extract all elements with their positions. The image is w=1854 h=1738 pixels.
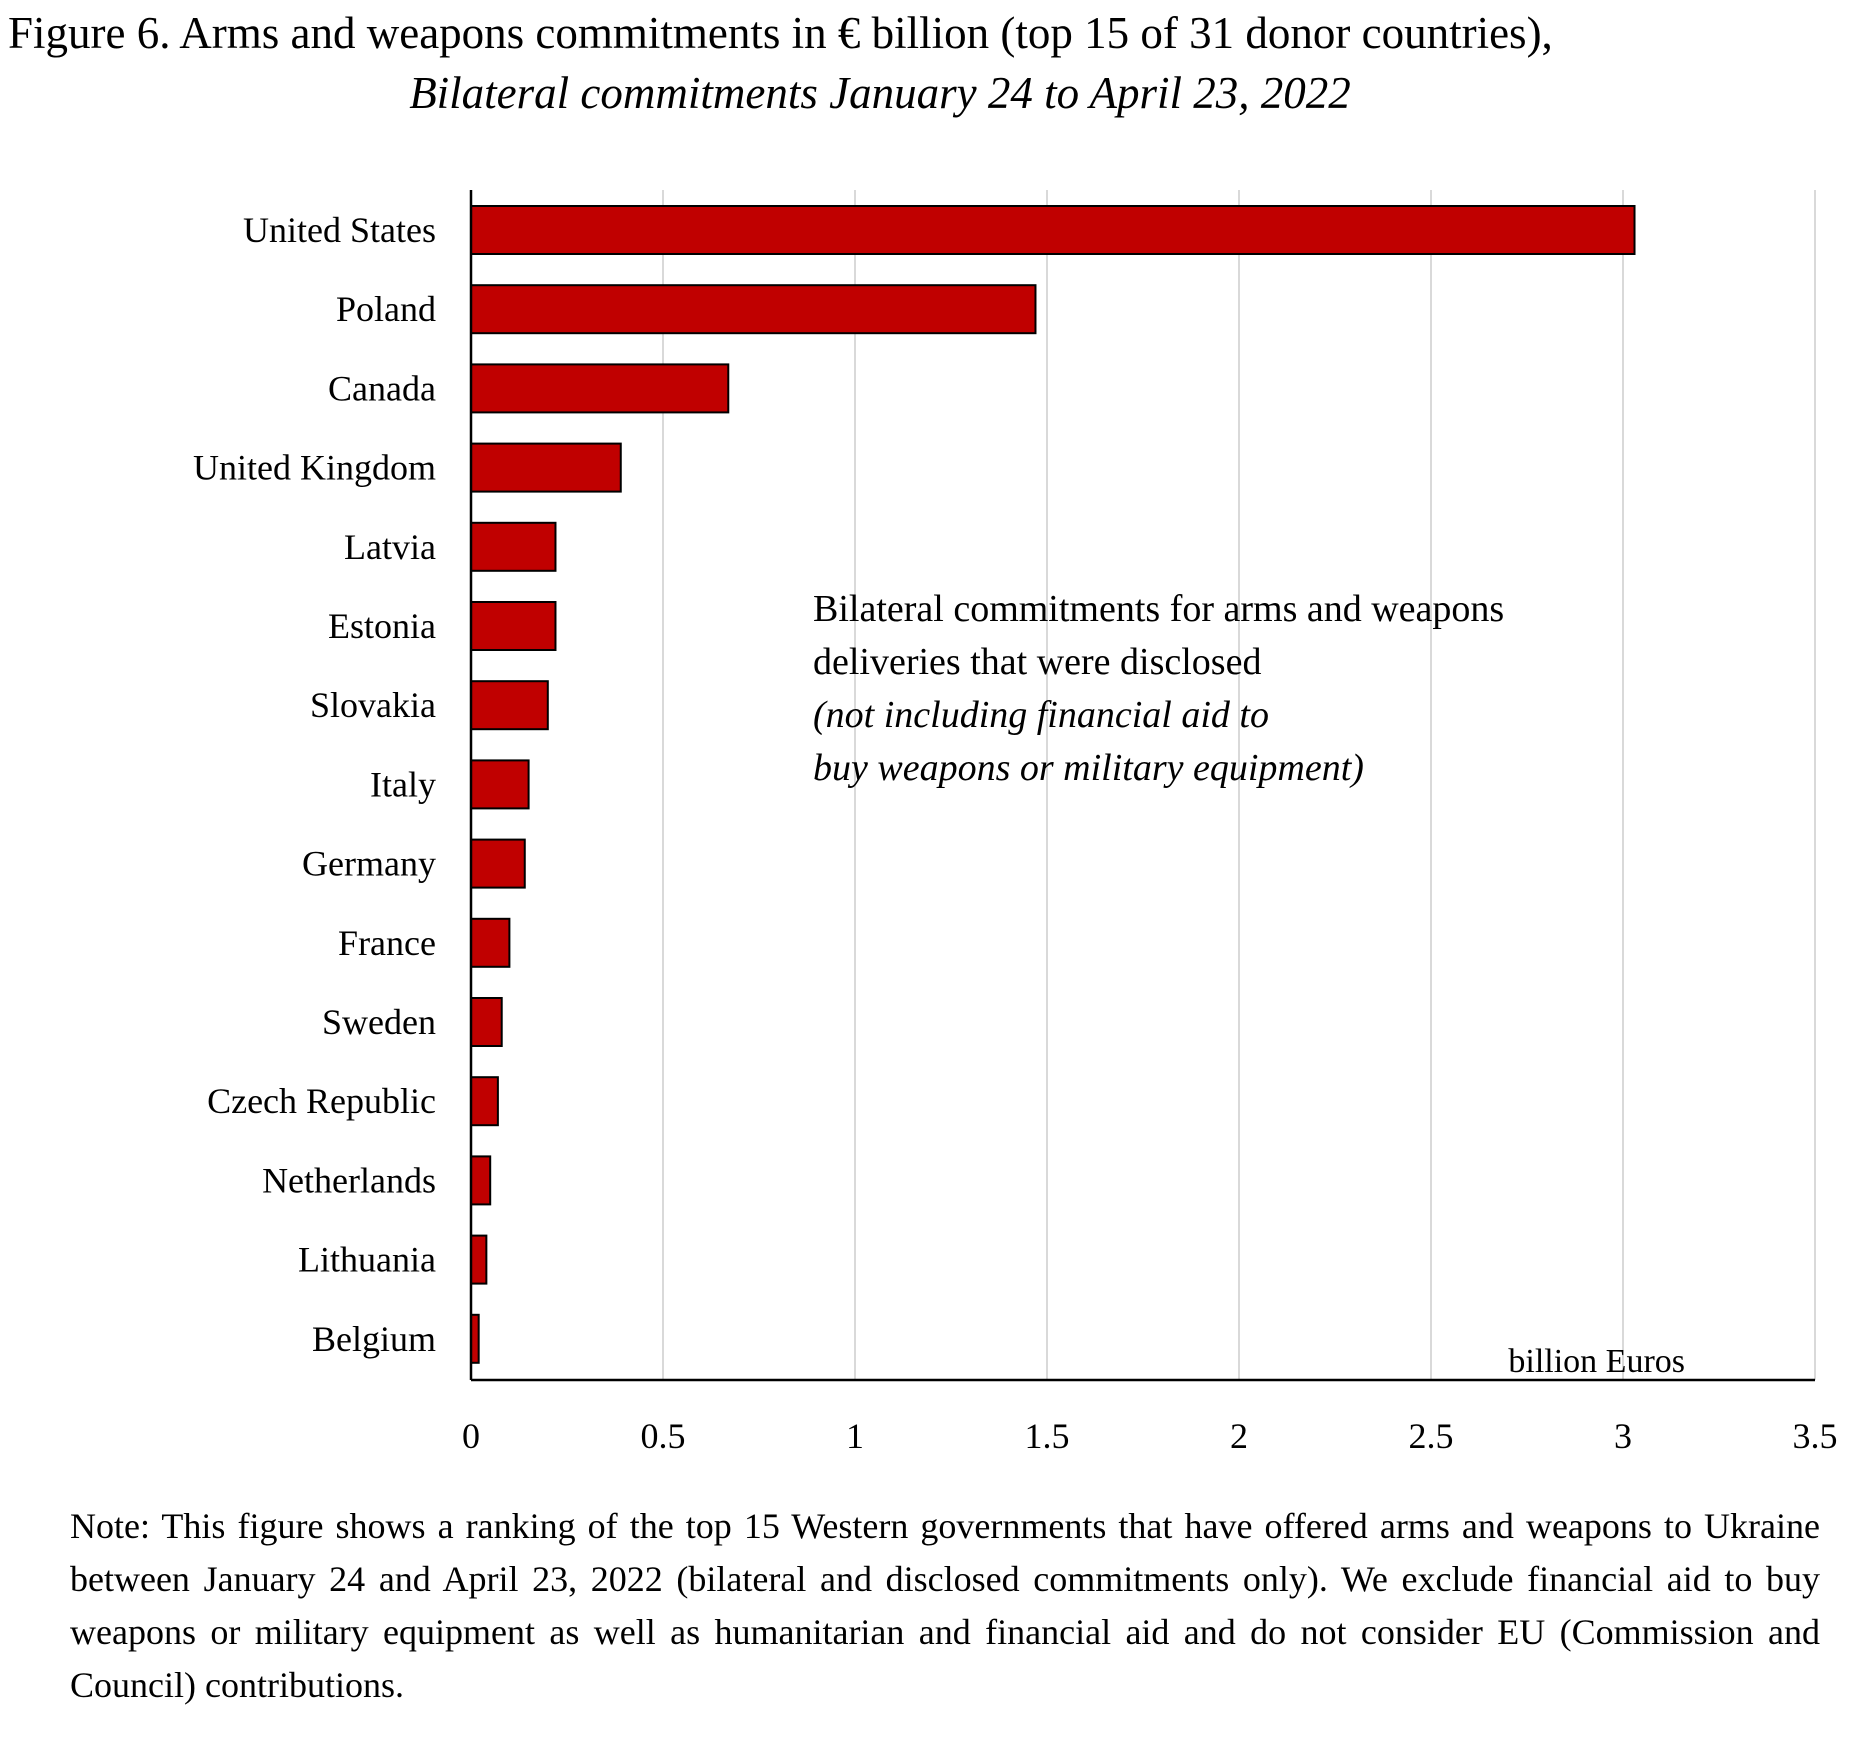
x-axis-label: billion Euros: [1508, 1343, 1685, 1380]
bar: [470, 284, 1037, 335]
annotation-line: Bilateral commitments for arms and weapo…: [813, 588, 1504, 630]
category-label: Sweden: [322, 1002, 436, 1042]
x-tick-label: 3: [1614, 1416, 1632, 1456]
bar: [470, 680, 549, 731]
x-tick-label: 0: [462, 1416, 480, 1456]
bar: [470, 521, 557, 572]
x-tick-labels: 0 0.5 1 1.5 2 2.5 3 3.5: [462, 1416, 1838, 1456]
category-label: Belgium: [312, 1319, 436, 1359]
bar: [470, 917, 511, 968]
bars: [470, 205, 1636, 1364]
grid-lines: [662, 190, 1816, 1380]
bar: [470, 1155, 492, 1206]
figure-note: Note: This figure shows a ranking of the…: [70, 1506, 1820, 1705]
annotation-line: buy weapons or military equipment): [813, 747, 1364, 789]
bar: [470, 442, 622, 493]
bar: [470, 838, 526, 889]
category-label: Poland: [336, 289, 436, 329]
category-labels: United States Poland Canada United Kingdom L…: [193, 210, 436, 1359]
category-label: Netherlands: [262, 1160, 436, 1200]
bar: [470, 363, 730, 414]
category-label: Slovakia: [310, 685, 436, 725]
chart-annotation: Bilateral commitments for arms and weapo…: [813, 588, 1504, 789]
x-tick-label: 1.5: [1025, 1416, 1070, 1456]
bar-chart: United States Poland Canada United Kingdom L…: [193, 190, 1838, 1456]
bar: [470, 759, 530, 810]
x-tick-label: 3.5: [1793, 1416, 1838, 1456]
bar: [470, 205, 1636, 255]
annotation-line: (not including financial aid to: [813, 694, 1269, 736]
x-tick-label: 2.5: [1409, 1416, 1454, 1456]
category-label: France: [338, 923, 436, 963]
bar: [470, 997, 503, 1047]
figure-title: Figure 6. Arms and weapons commitments i…: [8, 8, 1553, 58]
category-label: Canada: [328, 368, 436, 408]
x-tick-label: 0.5: [641, 1416, 686, 1456]
x-tick-label: 1: [846, 1416, 864, 1456]
bar: [470, 601, 557, 651]
annotation-line: deliveries that were disclosed: [813, 641, 1261, 683]
category-label: Italy: [370, 764, 436, 804]
category-label: United Kingdom: [193, 448, 436, 488]
category-label: Czech Republic: [207, 1081, 436, 1121]
axes: [469, 190, 1815, 1382]
figure-subtitle: Bilateral commitments January 24 to Apri…: [409, 68, 1351, 118]
bar: [470, 1234, 488, 1285]
bar: [470, 1076, 499, 1127]
category-label: Lithuania: [298, 1240, 436, 1280]
category-label: Estonia: [328, 606, 436, 646]
category-label: Latvia: [344, 527, 436, 567]
x-tick-label: 2: [1230, 1416, 1248, 1456]
category-label: United States: [243, 210, 436, 250]
category-label: Germany: [302, 844, 436, 884]
